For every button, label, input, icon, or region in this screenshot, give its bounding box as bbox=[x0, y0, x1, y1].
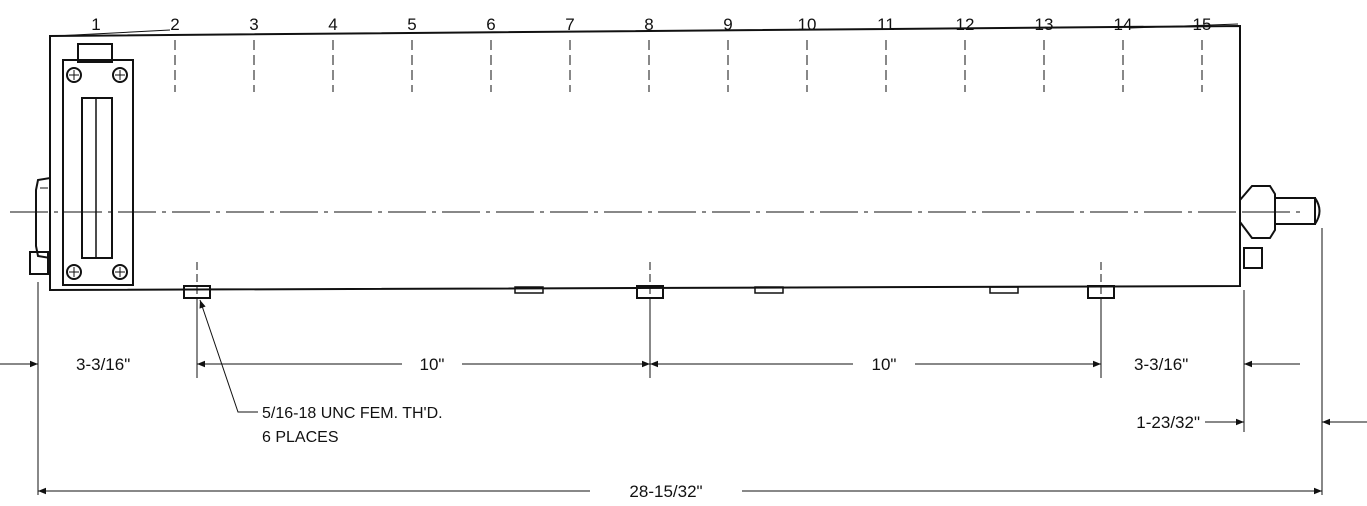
position-number: 5 bbox=[407, 15, 416, 34]
position-number: 3 bbox=[249, 15, 258, 34]
left-end-fitting bbox=[29, 176, 51, 275]
screw-icon bbox=[66, 264, 82, 280]
screw-icon bbox=[66, 67, 82, 83]
position-number: 15 bbox=[1193, 15, 1212, 34]
dim-overall-length: 28-15/32" bbox=[629, 482, 702, 501]
extension-lines bbox=[37, 228, 1323, 495]
screw-icon bbox=[112, 67, 128, 83]
position-number: 4 bbox=[328, 15, 337, 34]
position-number: 13 bbox=[1035, 15, 1054, 34]
housing bbox=[10, 23, 1300, 292]
dimension-lines bbox=[0, 299, 1367, 495]
dim-spacing-2: 10" bbox=[872, 355, 897, 374]
position-number: 2 bbox=[170, 15, 179, 34]
position-numbers: 1 2 3 4 5 6 7 8 9 10 11 12 13 14 15 bbox=[91, 15, 1211, 92]
screw-icon bbox=[112, 264, 128, 280]
mounting-boss bbox=[754, 286, 784, 294]
mounting-boss bbox=[514, 286, 544, 294]
right-end-fitting bbox=[1239, 185, 1321, 269]
dim-spacing-1: 10" bbox=[420, 355, 445, 374]
position-number: 12 bbox=[956, 15, 975, 34]
position-number: 10 bbox=[798, 15, 817, 34]
mounting-boss bbox=[989, 286, 1019, 294]
position-number: 7 bbox=[565, 15, 574, 34]
sight-glass-plate bbox=[62, 43, 134, 286]
mounting-bosses bbox=[183, 262, 1115, 300]
position-number: 14 bbox=[1114, 15, 1133, 34]
position-number: 1 bbox=[91, 15, 100, 34]
thread-note-line1: 5/16-18 UNC FEM. TH'D. bbox=[262, 405, 443, 422]
dim-fitting-length: 1-23/32" bbox=[1136, 413, 1200, 432]
dim-right-offset: 3-3/16" bbox=[1134, 355, 1188, 374]
position-number: 11 bbox=[877, 15, 895, 34]
thread-note-line2: 6 PLACES bbox=[262, 429, 338, 446]
dim-left-offset: 3-3/16" bbox=[76, 355, 130, 374]
position-number: 8 bbox=[644, 15, 653, 34]
position-number: 9 bbox=[723, 15, 732, 34]
position-number: 6 bbox=[486, 15, 495, 34]
